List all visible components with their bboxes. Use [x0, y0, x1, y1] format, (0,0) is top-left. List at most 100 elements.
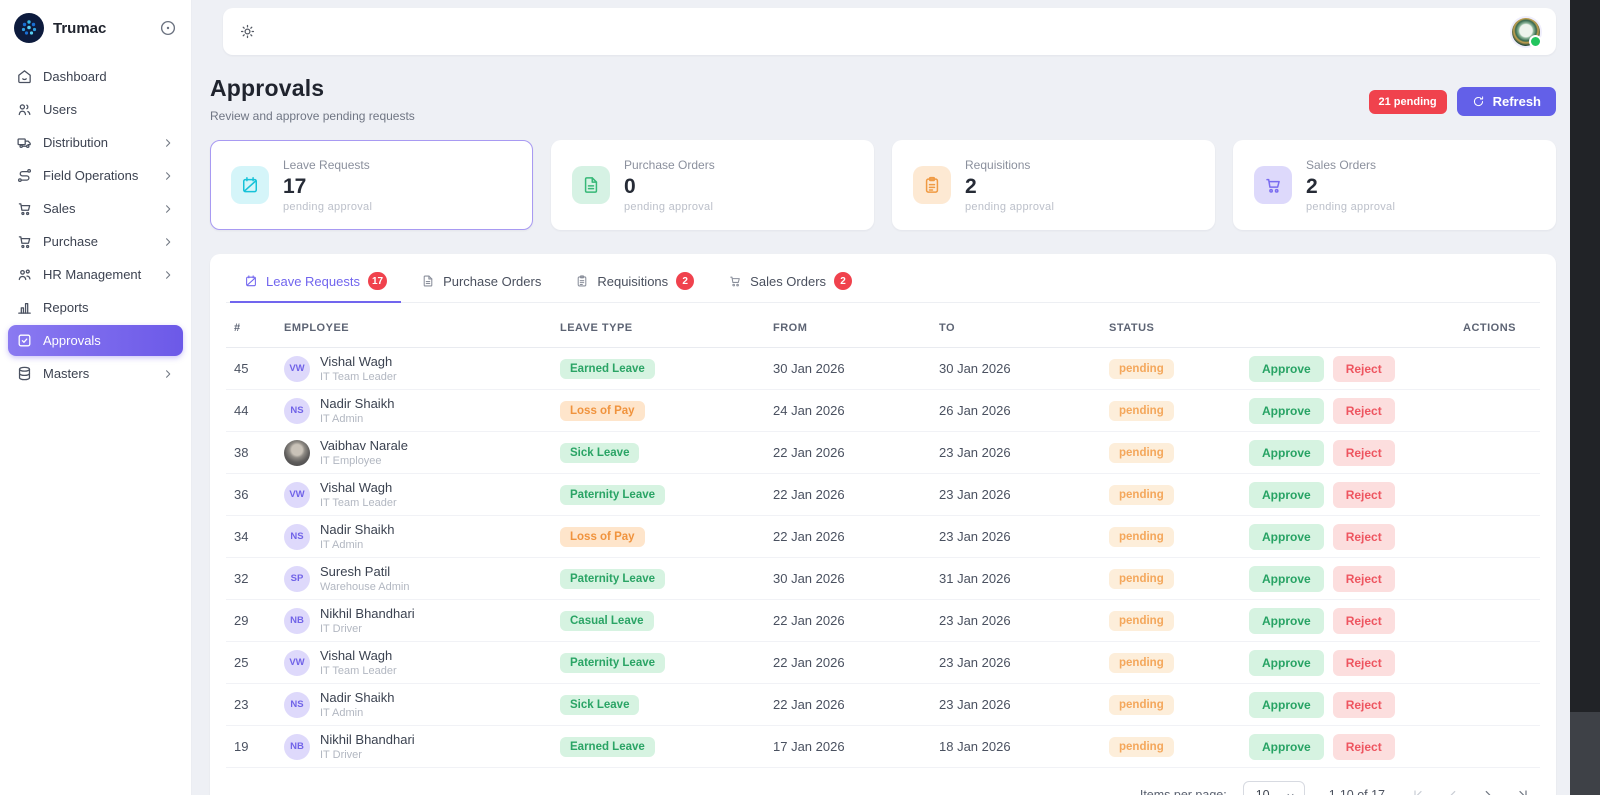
reject-button[interactable]: Reject: [1332, 439, 1395, 466]
employee-cell: NB Nikhil Bhandhari IT Driver: [276, 599, 552, 642]
status-badge: pending: [1109, 400, 1174, 421]
leave-requests-table: # EMPLOYEE LEAVE TYPE FROM TO STATUS ACT…: [226, 309, 1540, 768]
employee-name: Vishal Wagh: [320, 354, 393, 369]
window-scrollbar[interactable]: [1570, 0, 1600, 795]
sun-icon[interactable]: [239, 23, 256, 40]
row-id: 38: [226, 431, 276, 474]
to-date: 30 Jan 2026: [931, 347, 1101, 390]
page-range-label: 1-10 of 17: [1328, 788, 1385, 795]
prev-page-icon[interactable]: [1442, 784, 1464, 795]
to-date: 23 Jan 2026: [931, 641, 1101, 684]
from-date: 22 Jan 2026: [765, 599, 931, 642]
employee-cell: NB Nikhil Bhandhari IT Driver: [276, 725, 552, 768]
column-header-employee: EMPLOYEE: [276, 309, 552, 348]
reject-button[interactable]: Reject: [1332, 397, 1395, 424]
employee-cell: SP Suresh Patil Warehouse Admin: [276, 557, 552, 600]
summary-card-leave-requests[interactable]: Leave Requests 17 pending approval: [210, 140, 533, 230]
sidebar-item-distribution[interactable]: Distribution: [8, 127, 183, 158]
sidebar-item-approvals[interactable]: Approvals: [8, 325, 183, 356]
reject-button[interactable]: Reject: [1332, 355, 1395, 382]
row-id: 29: [226, 599, 276, 642]
home-icon: [16, 68, 33, 85]
sidebar-item-masters[interactable]: Masters: [8, 358, 183, 389]
leave-type-badge: Casual Leave: [560, 610, 654, 631]
scrollbar-thumb[interactable]: [1570, 711, 1600, 795]
to-date: 23 Jan 2026: [931, 515, 1101, 558]
sidebar-item-dashboard[interactable]: Dashboard: [8, 61, 183, 92]
leave-type-badge: Paternity Leave: [560, 484, 666, 505]
next-page-icon[interactable]: [1477, 784, 1499, 795]
table-row: 34 NS Nadir Shaikh IT Admin Loss of Pay …: [226, 515, 1540, 558]
sidebar-item-label: Approvals: [43, 333, 101, 348]
reject-button[interactable]: Reject: [1332, 523, 1395, 550]
sidebar-item-users[interactable]: Users: [8, 94, 183, 125]
from-date: 24 Jan 2026: [765, 389, 931, 432]
approve-button[interactable]: Approve: [1249, 607, 1324, 634]
sidebar-item-label: Masters: [43, 366, 90, 381]
status-badge: pending: [1109, 526, 1174, 547]
refresh-button[interactable]: Refresh: [1456, 87, 1556, 116]
chevron-right-icon: [161, 268, 175, 282]
employee-cell: NS Nadir Shaikh IT Admin: [276, 389, 552, 432]
approve-button[interactable]: Approve: [1249, 733, 1324, 760]
card-caption: pending approval: [283, 200, 373, 213]
sidebar-item-sales[interactable]: Sales: [8, 193, 183, 224]
reject-button[interactable]: Reject: [1332, 733, 1395, 760]
approve-button[interactable]: Approve: [1249, 355, 1324, 382]
summary-card-purchase-orders[interactable]: Purchase Orders 0 pending approval: [551, 140, 874, 230]
employee-avatar: NS: [284, 691, 310, 718]
last-page-icon[interactable]: [1512, 784, 1534, 795]
cart-icon: [16, 233, 33, 250]
from-date: 22 Jan 2026: [765, 515, 931, 558]
tab-purchase-orders[interactable]: Purchase Orders: [407, 262, 555, 302]
leave-type-badge: Earned Leave: [560, 736, 655, 757]
sidebar-item-purchase[interactable]: Purchase: [8, 226, 183, 257]
employee-avatar: SP: [284, 565, 310, 592]
column-header-status: STATUS: [1101, 309, 1233, 348]
employee-role: IT Driver: [320, 749, 362, 761]
sidebar-item-hr-management[interactable]: HR Management: [8, 259, 183, 290]
summary-card-sales-orders[interactable]: Sales Orders 2 pending approval: [1233, 140, 1556, 230]
file-text-icon: [421, 274, 435, 288]
chevron-right-icon: [161, 367, 175, 381]
reject-button[interactable]: Reject: [1332, 607, 1395, 634]
card-label: Purchase Orders: [624, 157, 715, 172]
sidebar-item-field-operations[interactable]: Field Operations: [8, 160, 183, 191]
approve-button[interactable]: Approve: [1249, 523, 1324, 550]
team-icon: [16, 266, 33, 283]
clipboard-icon: [575, 274, 589, 288]
approve-button[interactable]: Approve: [1249, 649, 1324, 676]
items-per-page-select[interactable]: 10: [1242, 781, 1305, 795]
check-square-icon: [16, 332, 33, 349]
approve-button[interactable]: Approve: [1249, 397, 1324, 424]
employee-cell: VW Vishal Wagh IT Team Leader: [276, 641, 552, 684]
circle-dot-icon[interactable]: [159, 19, 177, 37]
reject-button[interactable]: Reject: [1332, 649, 1395, 676]
reject-button[interactable]: Reject: [1332, 691, 1395, 718]
chevron-down-icon: [1285, 790, 1296, 795]
approve-button[interactable]: Approve: [1249, 439, 1324, 466]
row-id: 32: [226, 557, 276, 600]
page-header: Approvals Review and approve pending req…: [210, 75, 1556, 123]
to-date: 23 Jan 2026: [931, 683, 1101, 726]
to-date: 23 Jan 2026: [931, 431, 1101, 474]
first-page-icon[interactable]: [1407, 784, 1429, 795]
approve-button[interactable]: Approve: [1249, 691, 1324, 718]
table-row: 29 NB Nikhil Bhandhari IT Driver Casual …: [226, 599, 1540, 642]
sidebar-item-reports[interactable]: Reports: [8, 292, 183, 323]
page-title: Approvals: [210, 75, 325, 101]
tab-leave-requests[interactable]: Leave Requests 17: [230, 262, 402, 303]
approve-button[interactable]: Approve: [1249, 481, 1324, 508]
approve-button[interactable]: Approve: [1249, 565, 1324, 592]
tab-requisitions[interactable]: Requisitions 2: [561, 262, 708, 302]
summary-card-requisitions[interactable]: Requisitions 2 pending approval: [892, 140, 1215, 230]
tab-sales-orders[interactable]: Sales Orders 2: [714, 262, 866, 302]
user-avatar[interactable]: [1512, 17, 1542, 48]
users-icon: [16, 101, 33, 118]
employee-name: Suresh Patil: [320, 564, 391, 579]
employee-avatar: VW: [284, 481, 310, 508]
leave-type-badge: Paternity Leave: [560, 568, 666, 589]
reject-button[interactable]: Reject: [1332, 481, 1395, 508]
employee-name: Nikhil Bhandhari: [320, 732, 415, 747]
reject-button[interactable]: Reject: [1332, 565, 1395, 592]
